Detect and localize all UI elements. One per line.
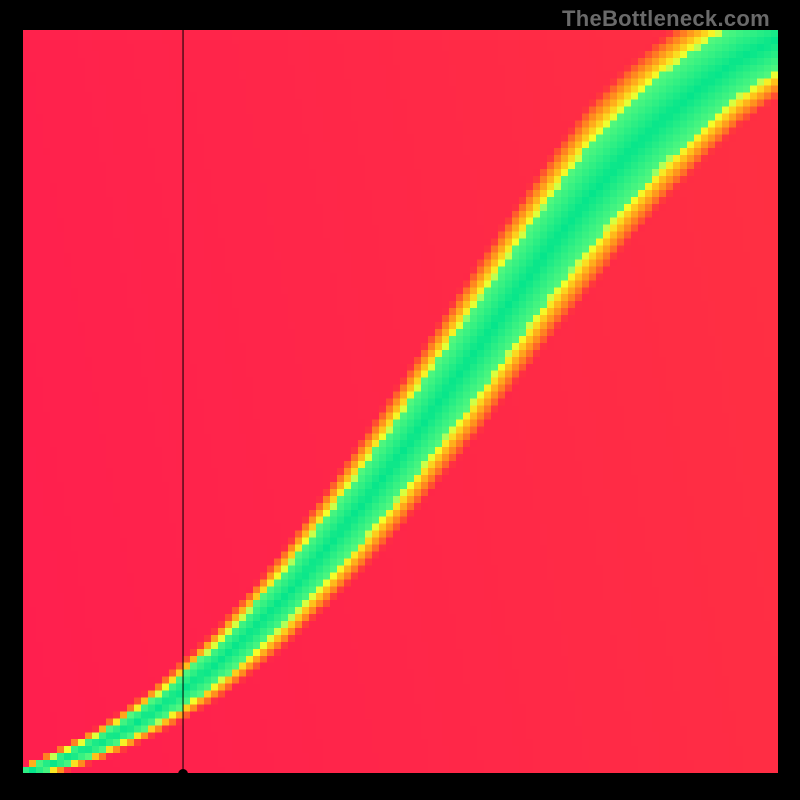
plot-area xyxy=(22,30,778,774)
overlay-svg xyxy=(22,30,778,774)
watermark-text: TheBottleneck.com xyxy=(562,6,770,32)
chart-container: TheBottleneck.com xyxy=(0,0,800,800)
